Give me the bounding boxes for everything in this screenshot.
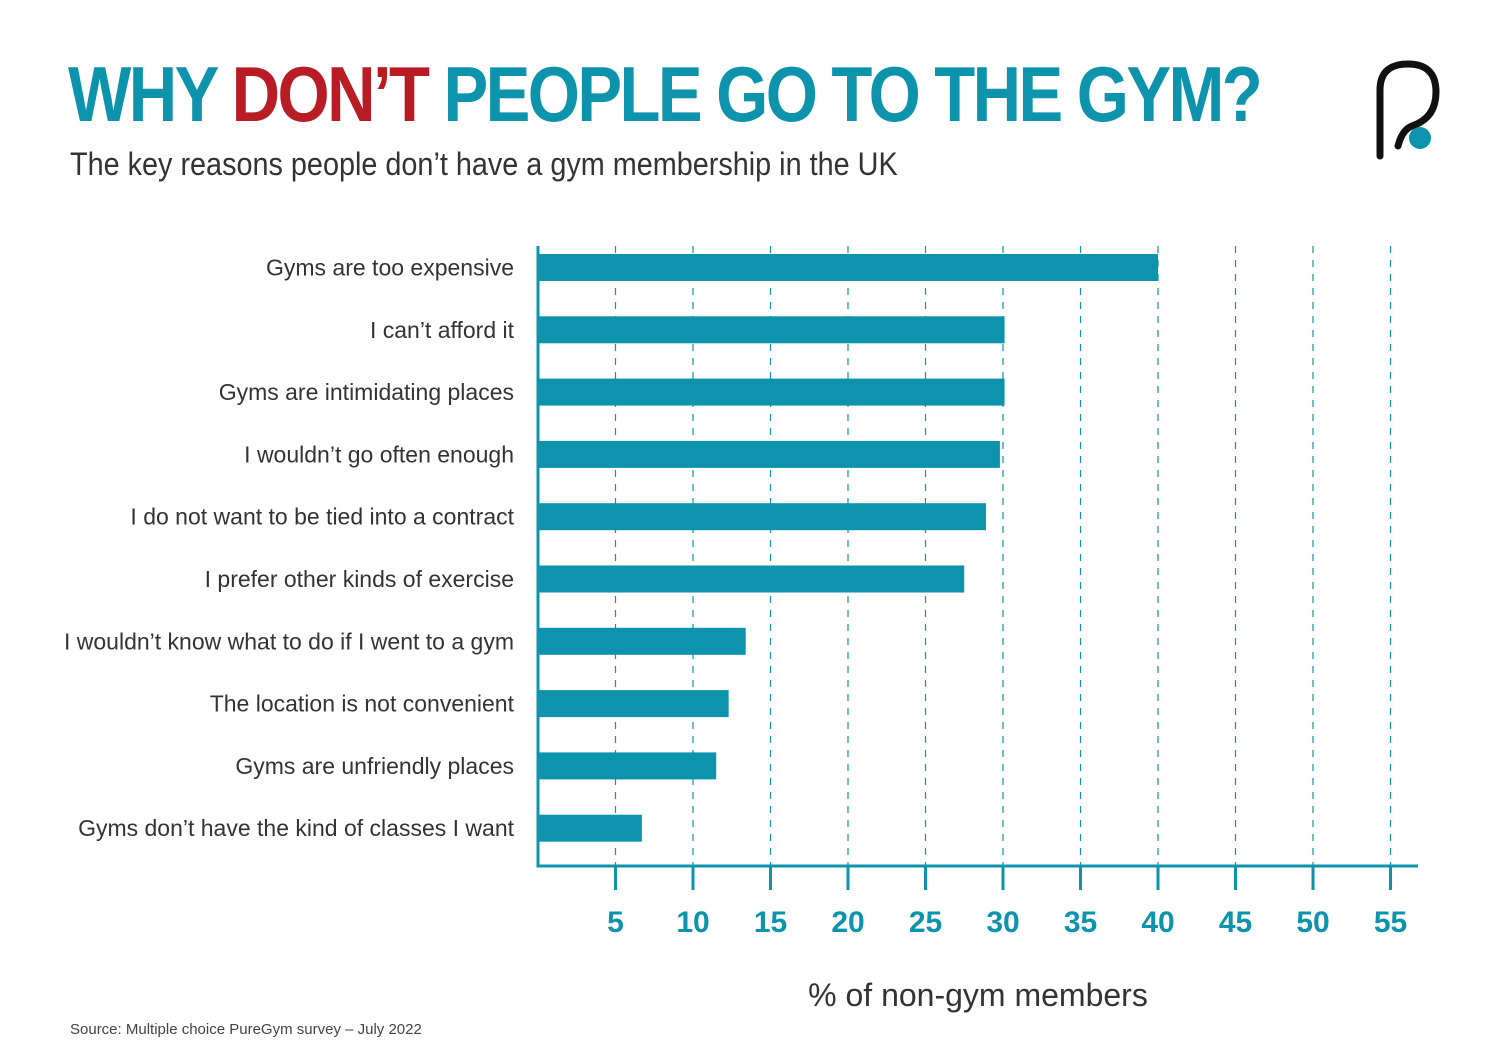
category-label: Gyms are intimidating places: [219, 379, 514, 405]
x-tick-label: 15: [754, 906, 787, 939]
bar: [538, 440, 1000, 468]
category-label: I prefer other kinds of exercise: [205, 566, 514, 592]
x-tick-label: 30: [986, 906, 1019, 939]
bar: [538, 378, 1005, 406]
x-tick-label: 25: [909, 906, 942, 939]
category-label: I can’t afford it: [370, 317, 515, 343]
x-axis-label: % of non-gym members: [808, 977, 1148, 1013]
x-tick-label: 40: [1141, 906, 1174, 939]
x-tick-label: 55: [1374, 906, 1407, 939]
x-tick-label: 10: [676, 906, 709, 939]
category-labels: Gyms are too expensive I can’t afford it G…: [64, 255, 515, 842]
x-tick-label: 45: [1219, 906, 1252, 939]
x-tick-label: 50: [1296, 906, 1329, 939]
x-tick-labels: 5 10 15 20 25 30 35 40 45 50 55: [607, 906, 1407, 939]
title-highlight: DON’T: [231, 50, 430, 138]
chart-title: WHY DON’T PEOPLE GO TO THE GYM?: [68, 50, 1263, 138]
chart-subtitle: The key reasons people don’t have a gym …: [70, 146, 898, 182]
bar: [538, 627, 746, 655]
category-label: Gyms don’t have the kind of classes I wa…: [78, 815, 515, 841]
bar: [538, 316, 1005, 344]
bar: [538, 814, 642, 842]
axes: [536, 246, 1418, 890]
x-tick-label: 20: [831, 906, 864, 939]
category-label: The location is not convenient: [210, 691, 515, 717]
bar: [538, 690, 729, 718]
source-note: Source: Multiple choice PureGym survey –…: [70, 1021, 422, 1038]
title-part-1: WHY: [68, 50, 232, 138]
category-label: I wouldn’t go often enough: [244, 441, 514, 467]
category-label: Gyms are too expensive: [266, 255, 514, 281]
bar-series: [538, 254, 1158, 842]
bar: [538, 503, 986, 531]
puregym-logo-icon: [1376, 60, 1440, 160]
title-part-2: PEOPLE GO TO THE GYM?: [427, 50, 1262, 138]
x-tick-label: 5: [607, 906, 624, 939]
bar: [538, 752, 717, 780]
grid-lines: [614, 246, 1392, 866]
bar: [538, 254, 1158, 281]
bar: [538, 565, 965, 593]
x-tick-label: 35: [1064, 906, 1097, 939]
category-label: I do not want to be tied into a contract: [130, 504, 514, 530]
category-label: Gyms are unfriendly places: [235, 753, 514, 779]
category-label: I wouldn’t know what to do if I went to …: [64, 628, 514, 654]
